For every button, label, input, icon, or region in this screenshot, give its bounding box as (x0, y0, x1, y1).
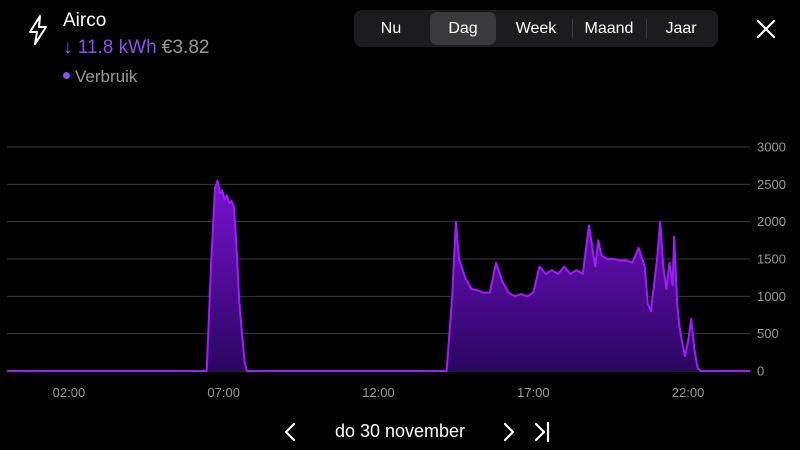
chevron-right-icon[interactable] (499, 420, 519, 444)
x-tick-label: 12:00 (362, 385, 395, 400)
y-tick-label: 2000 (757, 214, 786, 229)
y-tick-label: 500 (757, 326, 779, 341)
period-selector: Nu Dag Week Maand Jaar (354, 10, 718, 47)
close-icon[interactable] (754, 17, 778, 41)
tab-divider (572, 19, 573, 38)
legend-label: Verbruik (75, 67, 138, 86)
usage-kwh: 11.8 kWh (77, 37, 157, 58)
bolt-icon (29, 15, 47, 45)
y-tick-label: 2500 (757, 177, 786, 192)
y-tick-label: 0 (757, 364, 764, 379)
chart-legend: Verbruik (63, 67, 137, 87)
tab-divider (646, 19, 647, 38)
series-area (7, 180, 750, 371)
y-tick-label: 1000 (757, 289, 786, 304)
device-title: Airco (63, 10, 107, 31)
date-label: do 30 november (334, 421, 466, 441)
tab-week[interactable]: Week (515, 20, 557, 37)
skip-to-end-icon[interactable] (531, 420, 553, 444)
down-arrow-icon: ↓ (63, 37, 73, 58)
chevron-left-icon[interactable] (280, 420, 300, 444)
usage-cost: €3.82 (161, 37, 210, 58)
x-tick-label: 07:00 (207, 385, 240, 400)
tab-nu[interactable]: Nu (380, 20, 402, 37)
usage-summary: ↓ 11.8 kWh €3.82 (63, 37, 209, 59)
x-tick-label: 02:00 (53, 385, 86, 400)
tab-maand[interactable]: Maand (584, 20, 634, 37)
y-tick-label: 1500 (757, 252, 786, 267)
legend-dot (63, 72, 70, 80)
y-tick-label: 3000 (757, 140, 786, 155)
series-line (7, 179, 750, 372)
tab-jaar[interactable]: Jaar (665, 20, 697, 37)
usage-chart: 0 500 1000 1500 2000 2500 3000 02:00 07:00 12:00… (7, 140, 786, 400)
x-tick-label: 17:00 (517, 385, 550, 400)
tab-dag[interactable]: Dag (430, 12, 496, 45)
x-tick-label: 22:00 (672, 385, 705, 400)
